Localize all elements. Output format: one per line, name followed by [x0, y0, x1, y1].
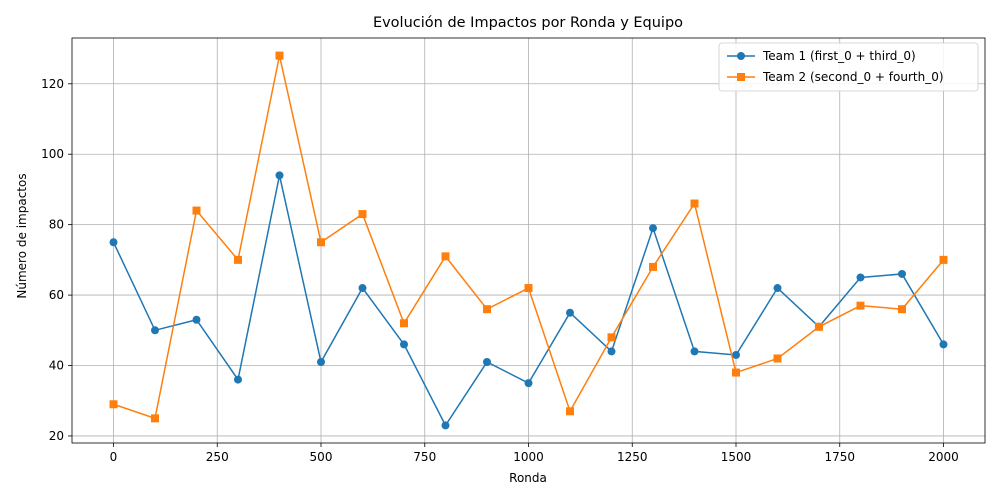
chart-title: Evolución de Impactos por Ronda y Equipo [373, 15, 683, 31]
series-1 [109, 171, 948, 430]
data-point [649, 224, 657, 233]
data-point [483, 305, 491, 314]
data-point [815, 322, 823, 331]
data-point [192, 206, 201, 215]
x-tick-label: 1750 [824, 450, 855, 464]
data-point [566, 308, 574, 317]
data-point [151, 326, 159, 335]
data-point [773, 354, 782, 363]
x-tick-label: 1000 [513, 450, 544, 464]
data-point [109, 400, 118, 409]
x-tick-label: 500 [310, 450, 333, 464]
y-tick-label: 120 [41, 77, 64, 91]
legend-marker [737, 73, 745, 81]
x-tick-label: 250 [206, 450, 229, 464]
data-point [898, 305, 906, 314]
series-layer [109, 51, 948, 430]
data-point [690, 199, 699, 208]
data-point [317, 358, 325, 366]
data-point [856, 301, 865, 310]
data-point [441, 421, 450, 430]
data-point [358, 284, 367, 293]
grid [72, 38, 985, 443]
x-tick-label: 0 [110, 450, 118, 464]
y-tick-label: 60 [49, 288, 64, 302]
legend-marker [737, 52, 745, 60]
x-tick-label: 750 [413, 450, 436, 464]
y-axis-label: Número de impactos [15, 173, 29, 298]
legend-label: Team 2 (second_0 + fourth_0) [762, 70, 944, 84]
data-point [566, 407, 574, 416]
data-point [358, 210, 367, 219]
legend: Team 1 (first_0 + third_0) Team 2 (second… [718, 42, 979, 92]
data-point [607, 333, 616, 342]
data-point [732, 350, 740, 359]
y-axis: 20 40 60 80 100 120 [41, 77, 72, 443]
data-point [607, 347, 616, 356]
data-point [192, 315, 201, 324]
data-point [939, 340, 948, 349]
data-point [524, 284, 533, 293]
x-tick-label: 1500 [721, 450, 752, 464]
y-tick-label: 20 [49, 429, 64, 443]
data-point [732, 368, 740, 377]
x-axis-label: Ronda [509, 471, 547, 485]
data-point [109, 238, 118, 247]
data-point [939, 255, 948, 264]
data-point [234, 375, 242, 384]
legend-label: Team 1 (first_0 + third_0) [762, 49, 916, 63]
data-point [275, 51, 284, 60]
data-point [317, 238, 325, 247]
legend-item: Team 1 (first_0 + third_0) [727, 49, 916, 63]
data-point [400, 319, 408, 328]
y-tick-label: 80 [49, 218, 64, 232]
x-axis: 0 250 500 750 1000 1250 1500 1750 2000 [110, 443, 959, 464]
data-point [690, 347, 699, 356]
legend-item: Team 2 (second_0 + fourth_0) [727, 70, 944, 84]
x-tick-label: 2000 [928, 450, 959, 464]
data-point [400, 340, 408, 349]
legend-box [718, 42, 979, 92]
data-point [151, 414, 159, 423]
y-tick-label: 40 [49, 359, 64, 373]
y-tick-label: 100 [41, 147, 64, 161]
data-point [234, 255, 242, 264]
x-tick-label: 1250 [617, 450, 648, 464]
data-point [483, 358, 491, 366]
series-2 [109, 51, 948, 423]
data-point [898, 269, 906, 278]
data-point [524, 379, 533, 388]
data-point [856, 273, 865, 282]
data-point [275, 171, 284, 180]
data-point [773, 284, 782, 293]
data-point [441, 252, 450, 261]
data-point [649, 262, 657, 271]
